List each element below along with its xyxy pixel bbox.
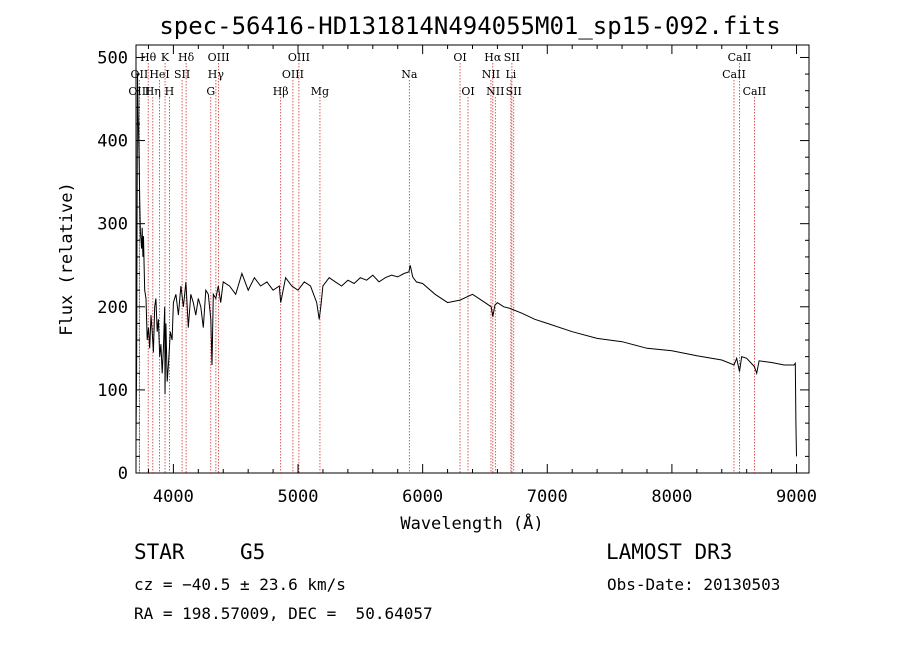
y-tick-label: 0: [118, 464, 128, 484]
marker-label-2: Hθ: [140, 51, 157, 64]
observation-date: Obs-Date: 20130503: [607, 575, 781, 594]
spectrum-line: [135, 74, 797, 457]
y-tick-label: 300: [97, 215, 128, 235]
y-axis-label: Flux (relative): [57, 182, 77, 336]
marker-label-22: Li: [505, 68, 516, 81]
x-tick-label: 7000: [527, 487, 568, 507]
marker-label-21: NII: [486, 85, 504, 98]
marker-label-9: G: [206, 85, 215, 98]
marker-label-1: OIII: [128, 85, 150, 98]
marker-label-17: OI: [453, 51, 466, 64]
y-axis-ticks: 0 100 200 300 400 500: [97, 48, 809, 484]
emission-line-markers: [138, 63, 755, 473]
emission-line-labels: OIIOIIIHθHηHeIKHSIIHδGHγOIIIHβOIIIOIIIMg…: [128, 51, 766, 98]
x-axis-ticks: 4000 5000 6000 7000 8000 9000: [147, 45, 817, 507]
marker-label-5: K: [161, 51, 170, 64]
x-tick-label: 9000: [776, 487, 817, 507]
marker-label-7: SII: [174, 68, 190, 81]
marker-label-8: Hδ: [178, 51, 195, 64]
marker-label-18: OI: [461, 85, 474, 98]
marker-label-15: Mg: [311, 85, 329, 98]
x-tick-label: 6000: [402, 487, 443, 507]
marker-label-10: Hγ: [208, 68, 225, 81]
plot-frame: [135, 44, 810, 474]
marker-label-24: SII: [506, 85, 522, 98]
chart-title: spec-56416-HD131814N494055M01_sp15-092.f…: [159, 12, 780, 40]
x-tick-label: 4000: [153, 487, 194, 507]
x-tick-label: 5000: [278, 487, 319, 507]
redshift-velocity: cz = −40.5 ± 23.6 km/s: [134, 575, 346, 594]
marker-label-4: HeI: [149, 68, 169, 81]
marker-label-6: H: [165, 85, 175, 98]
object-class: STAR: [134, 540, 185, 564]
marker-label-3: Hη: [145, 85, 161, 98]
marker-label-19: NII: [482, 68, 500, 81]
y-tick-label: 500: [97, 48, 128, 68]
marker-label-11: OIII: [208, 51, 230, 64]
x-axis-label: Wavelength (Å): [400, 512, 543, 534]
marker-label-12: Hβ: [273, 85, 289, 98]
marker-label-20: Hα: [484, 51, 502, 64]
marker-label-13: OIII: [282, 68, 304, 81]
coordinates: RA = 198.57009, DEC = 50.64057: [134, 604, 433, 623]
y-tick-label: 200: [97, 298, 128, 318]
marker-label-26: CaII: [728, 51, 752, 64]
y-tick-label: 400: [97, 132, 128, 152]
marker-label-14: OIII: [288, 51, 310, 64]
marker-label-23: SII: [504, 51, 520, 64]
y-tick-label: 100: [97, 381, 128, 401]
marker-label-27: CaII: [743, 85, 767, 98]
marker-label-16: Na: [401, 68, 418, 81]
marker-label-25: CaII: [722, 68, 746, 81]
x-tick-label: 8000: [651, 487, 692, 507]
object-subclass: G5: [240, 540, 266, 564]
survey-name: LAMOST DR3: [606, 540, 733, 564]
